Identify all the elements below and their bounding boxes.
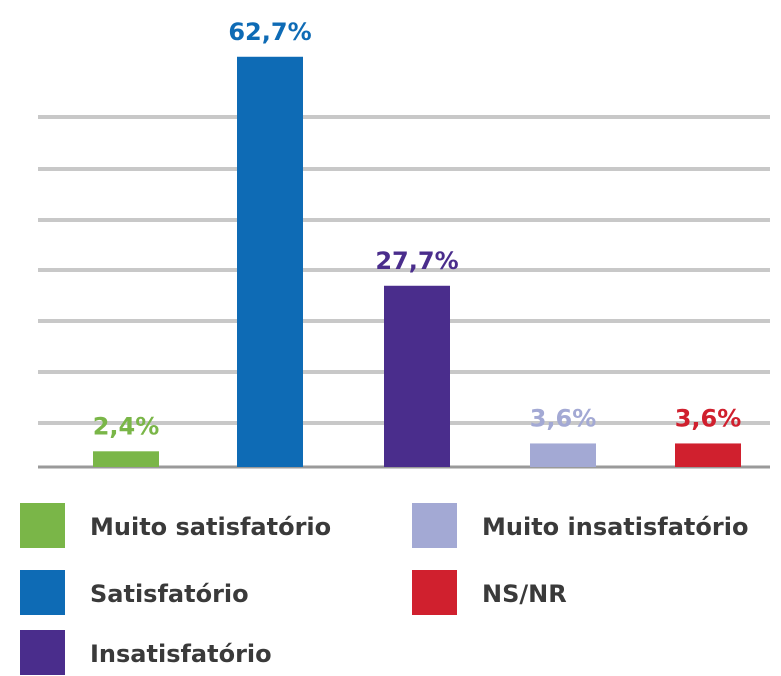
bar	[237, 56, 303, 468]
value-label: 2,4%	[93, 412, 160, 440]
legend-label: Insatisfatório	[90, 640, 272, 668]
legend-label: Muito satisfatório	[90, 513, 331, 541]
value-label: 62,7%	[228, 18, 311, 46]
legend-swatch	[412, 570, 457, 615]
value-label: 27,7%	[375, 247, 458, 275]
legend-label: Satisfatório	[90, 580, 249, 608]
legend-label: NS/NR	[482, 580, 567, 608]
legend-swatch	[20, 570, 65, 615]
bars: 2,4% 62,7% 27,7% 3,6% 3,6%	[93, 18, 742, 468]
bar	[530, 443, 596, 467]
legend: Muito satisfatório Satisfatório Insatisfat…	[20, 503, 748, 675]
legend-swatch	[20, 630, 65, 675]
bar	[93, 451, 159, 467]
value-label: 3,6%	[530, 404, 597, 432]
legend-swatch	[20, 503, 65, 548]
legend-label: Muito insatisfatório	[482, 513, 748, 541]
bar	[384, 285, 450, 467]
value-label: 3,6%	[675, 404, 742, 432]
legend-swatch	[412, 503, 457, 548]
bar	[675, 443, 741, 467]
